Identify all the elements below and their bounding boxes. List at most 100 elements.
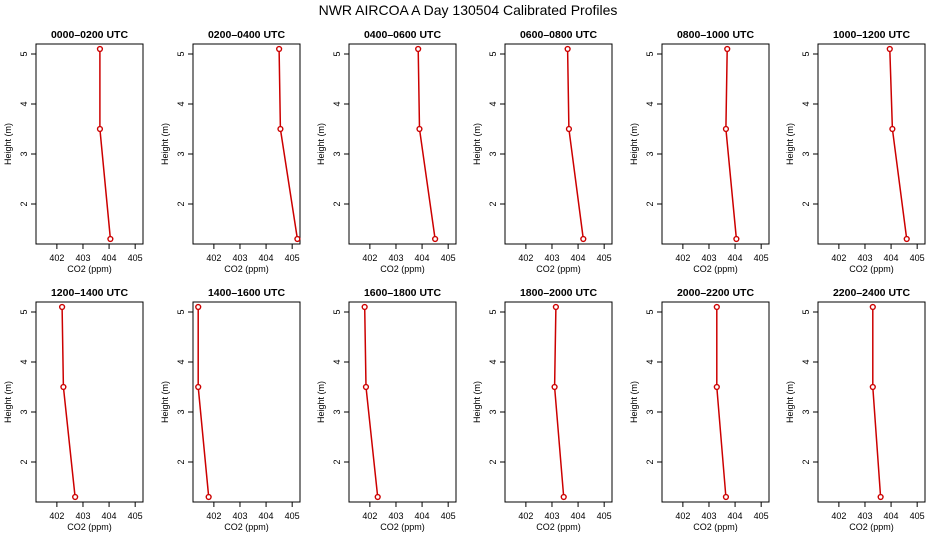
y-tick-label: 5 (801, 51, 811, 56)
x-tick-label: 405 (597, 253, 612, 263)
profile-line (889, 48, 908, 240)
profile-line (716, 307, 727, 498)
x-tick-label: 404 (259, 511, 274, 521)
x-tick-label: 403 (857, 253, 872, 263)
y-tick-label: 2 (176, 459, 186, 464)
x-tick-label: 402 (518, 511, 533, 521)
y-tick-label: 4 (176, 359, 186, 364)
data-point (580, 235, 587, 243)
y-tick-label: 5 (645, 309, 655, 314)
data-point (886, 45, 893, 53)
y-axis-label: Height (m) (316, 381, 326, 423)
data-point (195, 383, 202, 391)
y-tick-label: 2 (332, 459, 342, 464)
x-axis-label: CO2 (ppm) (536, 264, 581, 274)
y-tick-label: 4 (176, 101, 186, 106)
x-axis-label: CO2 (ppm) (849, 522, 894, 532)
panel-frame (661, 301, 770, 503)
panel-frame (504, 43, 613, 245)
x-tick-label: 405 (910, 511, 925, 521)
y-axis-label: Height (m) (785, 381, 795, 423)
data-point (432, 235, 439, 243)
panel-frame (661, 43, 770, 245)
x-tick-label: 403 (232, 253, 247, 263)
y-tick-label: 3 (645, 151, 655, 156)
data-point (374, 493, 381, 501)
x-tick-label: 404 (884, 511, 899, 521)
panel-frame (348, 43, 457, 245)
x-tick-label: 405 (910, 253, 925, 263)
profile-line (61, 306, 76, 498)
data-point (733, 235, 740, 243)
x-tick-label: 403 (701, 511, 716, 521)
y-tick-label: 5 (488, 51, 498, 56)
profile-line (197, 307, 210, 498)
y-tick-label: 4 (19, 359, 29, 364)
x-tick-label: 402 (675, 511, 690, 521)
panel-frame (35, 301, 144, 503)
x-tick-label: 404 (102, 511, 117, 521)
x-tick-label: 402 (49, 511, 64, 521)
profile-line (363, 306, 379, 498)
panel-title: 0800–1000 UTC (677, 29, 754, 41)
x-tick-label: 404 (728, 253, 743, 263)
y-tick-label: 4 (645, 359, 655, 364)
data-point (415, 45, 422, 53)
data-point (362, 383, 370, 391)
x-tick-label: 403 (75, 511, 90, 521)
y-tick-label: 5 (488, 309, 498, 314)
data-point (722, 125, 730, 133)
profile-line (417, 48, 436, 240)
x-tick-label: 404 (884, 253, 899, 263)
x-tick-label: 405 (441, 253, 456, 263)
y-tick-label: 3 (332, 409, 342, 414)
x-tick-label: 402 (206, 511, 221, 521)
y-tick-label: 5 (176, 51, 186, 56)
y-tick-label: 3 (176, 409, 186, 414)
y-tick-label: 2 (19, 459, 29, 464)
data-point (564, 45, 571, 53)
x-axis-label: CO2 (ppm) (380, 264, 425, 274)
data-point (58, 303, 66, 311)
x-tick-label: 402 (518, 253, 533, 263)
data-point (416, 125, 423, 133)
panel-frame (192, 301, 301, 503)
y-axis-label: Height (m) (785, 123, 795, 165)
y-tick-label: 5 (645, 51, 655, 56)
panel-frame (35, 43, 144, 245)
x-tick-label: 402 (675, 253, 690, 263)
x-axis-label: CO2 (ppm) (224, 264, 269, 274)
y-tick-label: 5 (332, 309, 342, 314)
y-tick-label: 4 (488, 359, 498, 364)
x-tick-label: 405 (441, 511, 456, 521)
panel-frame (817, 43, 926, 245)
x-tick-label: 403 (388, 253, 403, 263)
panel-frame (192, 43, 301, 245)
panel-title: 1000–1200 UTC (833, 29, 910, 41)
x-tick-label: 404 (259, 253, 274, 263)
y-axis-label: Height (m) (472, 381, 482, 423)
data-point (195, 303, 202, 311)
x-tick-label: 403 (701, 253, 716, 263)
x-tick-label: 404 (728, 511, 743, 521)
y-axis-label: Height (m) (629, 123, 639, 165)
y-tick-label: 2 (801, 201, 811, 206)
y-axis-label: Height (m) (160, 123, 170, 165)
x-tick-label: 404 (415, 511, 430, 521)
x-tick-label: 403 (544, 511, 559, 521)
data-point (551, 383, 558, 391)
y-axis-label: Height (m) (3, 123, 13, 165)
data-point (96, 45, 104, 53)
y-tick-label: 5 (801, 309, 811, 314)
y-tick-label: 5 (332, 51, 342, 56)
data-point (205, 493, 212, 501)
data-point (277, 125, 284, 133)
profile-line (872, 307, 882, 498)
y-tick-label: 3 (19, 151, 29, 156)
y-tick-label: 3 (801, 151, 811, 156)
y-tick-label: 3 (488, 151, 498, 156)
y-axis-label: Height (m) (629, 381, 639, 423)
panel-frame (504, 301, 613, 503)
y-tick-label: 3 (176, 151, 186, 156)
